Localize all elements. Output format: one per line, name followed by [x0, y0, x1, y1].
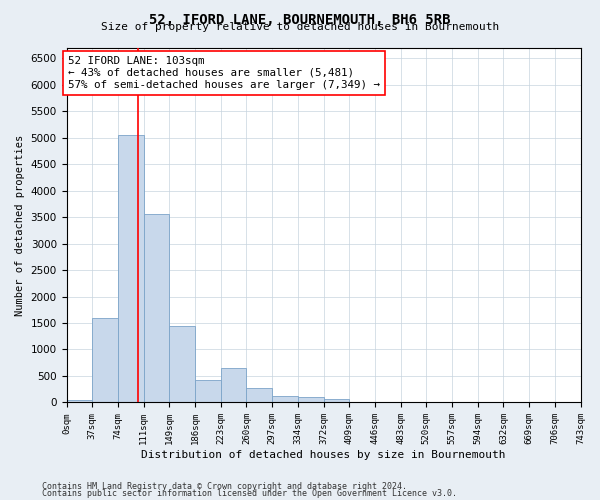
Bar	[169, 326, 195, 402]
Y-axis label: Number of detached properties: Number of detached properties	[15, 134, 25, 316]
Bar	[118, 135, 143, 402]
Text: Contains public sector information licensed under the Open Government Licence v3: Contains public sector information licen…	[42, 489, 457, 498]
Text: 52 IFORD LANE: 103sqm
← 43% of detached houses are smaller (5,481)
57% of semi-d: 52 IFORD LANE: 103sqm ← 43% of detached …	[68, 56, 380, 90]
Bar	[67, 400, 92, 402]
Bar	[298, 397, 323, 402]
Bar	[247, 388, 272, 402]
Text: 52, IFORD LANE, BOURNEMOUTH, BH6 5RB: 52, IFORD LANE, BOURNEMOUTH, BH6 5RB	[149, 12, 451, 26]
Bar	[323, 400, 349, 402]
Text: Size of property relative to detached houses in Bournemouth: Size of property relative to detached ho…	[101, 22, 499, 32]
Bar	[143, 214, 169, 402]
Bar	[92, 318, 118, 402]
X-axis label: Distribution of detached houses by size in Bournemouth: Distribution of detached houses by size …	[141, 450, 506, 460]
Text: Contains HM Land Registry data © Crown copyright and database right 2024.: Contains HM Land Registry data © Crown c…	[42, 482, 407, 491]
Bar	[221, 368, 247, 402]
Bar	[272, 396, 298, 402]
Bar	[195, 380, 221, 402]
